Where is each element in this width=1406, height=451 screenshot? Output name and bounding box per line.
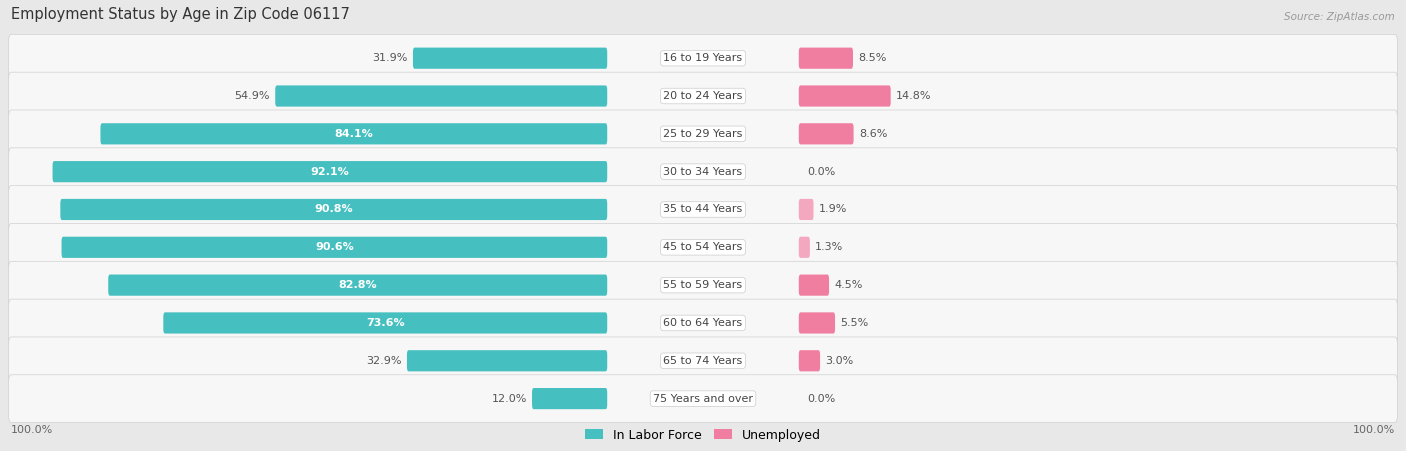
Text: 1.9%: 1.9% bbox=[818, 204, 848, 215]
FancyBboxPatch shape bbox=[276, 85, 607, 106]
FancyBboxPatch shape bbox=[8, 337, 1398, 385]
Text: 55 to 59 Years: 55 to 59 Years bbox=[664, 280, 742, 290]
FancyBboxPatch shape bbox=[108, 275, 607, 296]
FancyBboxPatch shape bbox=[8, 299, 1398, 347]
FancyBboxPatch shape bbox=[799, 275, 830, 296]
Text: 75 Years and over: 75 Years and over bbox=[652, 394, 754, 404]
FancyBboxPatch shape bbox=[100, 123, 607, 144]
FancyBboxPatch shape bbox=[8, 261, 1398, 309]
FancyBboxPatch shape bbox=[799, 48, 853, 69]
FancyBboxPatch shape bbox=[799, 313, 835, 334]
Text: Employment Status by Age in Zip Code 06117: Employment Status by Age in Zip Code 061… bbox=[11, 7, 350, 22]
Text: 1.3%: 1.3% bbox=[815, 242, 844, 252]
FancyBboxPatch shape bbox=[60, 199, 607, 220]
FancyBboxPatch shape bbox=[8, 186, 1398, 233]
Text: 65 to 74 Years: 65 to 74 Years bbox=[664, 356, 742, 366]
Text: 20 to 24 Years: 20 to 24 Years bbox=[664, 91, 742, 101]
Text: 5.5%: 5.5% bbox=[841, 318, 869, 328]
FancyBboxPatch shape bbox=[799, 350, 820, 371]
FancyBboxPatch shape bbox=[799, 85, 891, 106]
Text: 3.0%: 3.0% bbox=[825, 356, 853, 366]
FancyBboxPatch shape bbox=[413, 48, 607, 69]
FancyBboxPatch shape bbox=[8, 148, 1398, 195]
Text: Source: ZipAtlas.com: Source: ZipAtlas.com bbox=[1284, 12, 1395, 22]
Text: 12.0%: 12.0% bbox=[491, 394, 527, 404]
Legend: In Labor Force, Unemployed: In Labor Force, Unemployed bbox=[581, 424, 825, 447]
Text: 25 to 29 Years: 25 to 29 Years bbox=[664, 129, 742, 139]
Text: 8.6%: 8.6% bbox=[859, 129, 887, 139]
Text: 90.6%: 90.6% bbox=[315, 242, 354, 252]
FancyBboxPatch shape bbox=[8, 224, 1398, 271]
FancyBboxPatch shape bbox=[799, 199, 814, 220]
Text: 35 to 44 Years: 35 to 44 Years bbox=[664, 204, 742, 215]
FancyBboxPatch shape bbox=[531, 388, 607, 409]
FancyBboxPatch shape bbox=[8, 375, 1398, 423]
Text: 54.9%: 54.9% bbox=[235, 91, 270, 101]
FancyBboxPatch shape bbox=[799, 237, 810, 258]
Text: 45 to 54 Years: 45 to 54 Years bbox=[664, 242, 742, 252]
Text: 60 to 64 Years: 60 to 64 Years bbox=[664, 318, 742, 328]
Text: 100.0%: 100.0% bbox=[1353, 425, 1395, 435]
Text: 32.9%: 32.9% bbox=[366, 356, 402, 366]
Text: 0.0%: 0.0% bbox=[807, 167, 835, 177]
Text: 92.1%: 92.1% bbox=[311, 167, 349, 177]
Text: 82.8%: 82.8% bbox=[339, 280, 377, 290]
Text: 90.8%: 90.8% bbox=[315, 204, 353, 215]
Text: 31.9%: 31.9% bbox=[373, 53, 408, 63]
FancyBboxPatch shape bbox=[52, 161, 607, 182]
Text: 30 to 34 Years: 30 to 34 Years bbox=[664, 167, 742, 177]
FancyBboxPatch shape bbox=[406, 350, 607, 371]
Text: 73.6%: 73.6% bbox=[366, 318, 405, 328]
Text: 14.8%: 14.8% bbox=[896, 91, 932, 101]
Text: 100.0%: 100.0% bbox=[11, 425, 53, 435]
FancyBboxPatch shape bbox=[163, 313, 607, 334]
Text: 84.1%: 84.1% bbox=[335, 129, 373, 139]
FancyBboxPatch shape bbox=[8, 72, 1398, 120]
Text: 16 to 19 Years: 16 to 19 Years bbox=[664, 53, 742, 63]
FancyBboxPatch shape bbox=[799, 123, 853, 144]
Text: 8.5%: 8.5% bbox=[858, 53, 887, 63]
FancyBboxPatch shape bbox=[8, 110, 1398, 158]
Text: 0.0%: 0.0% bbox=[807, 394, 835, 404]
Text: 4.5%: 4.5% bbox=[834, 280, 863, 290]
FancyBboxPatch shape bbox=[62, 237, 607, 258]
FancyBboxPatch shape bbox=[8, 34, 1398, 82]
